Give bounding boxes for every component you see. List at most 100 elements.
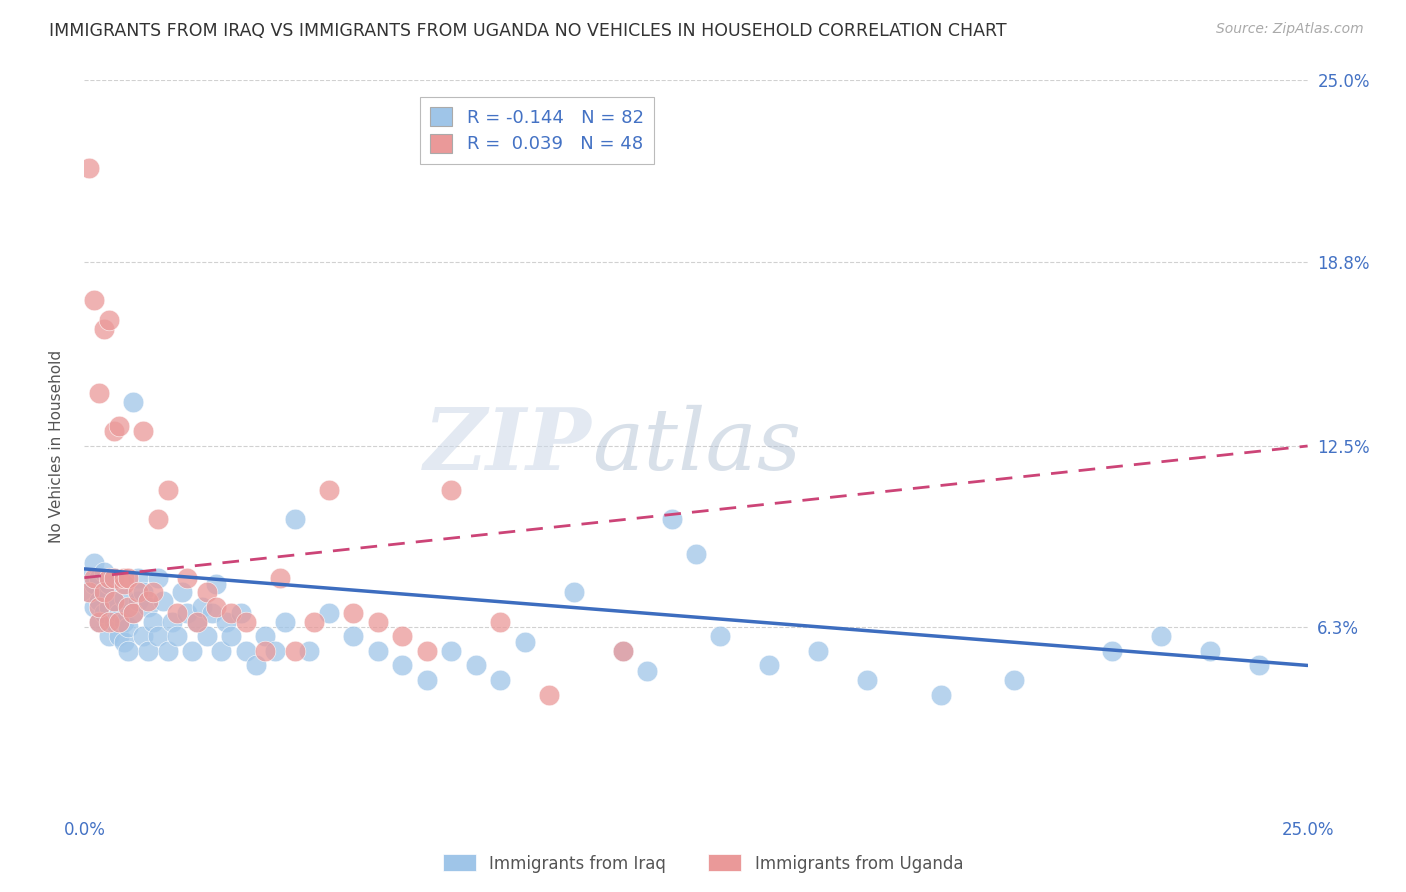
Point	[146, 629, 169, 643]
Text: atlas: atlas	[592, 405, 801, 487]
Point	[176, 571, 198, 585]
Point	[219, 606, 242, 620]
Point	[416, 673, 439, 687]
Point	[172, 585, 194, 599]
Point	[709, 629, 731, 643]
Point	[318, 606, 340, 620]
Point	[298, 644, 321, 658]
Point	[97, 571, 120, 585]
Point	[391, 629, 413, 643]
Point	[1247, 658, 1270, 673]
Point	[122, 606, 145, 620]
Point	[156, 644, 179, 658]
Point	[142, 615, 165, 629]
Point	[97, 313, 120, 327]
Point	[87, 615, 110, 629]
Point	[103, 571, 125, 585]
Point	[661, 512, 683, 526]
Point	[87, 599, 110, 614]
Point	[136, 644, 159, 658]
Point	[93, 606, 115, 620]
Point	[103, 615, 125, 629]
Point	[318, 483, 340, 497]
Point	[176, 606, 198, 620]
Point	[93, 585, 115, 599]
Point	[219, 629, 242, 643]
Point	[127, 571, 149, 585]
Point	[440, 483, 463, 497]
Point	[83, 293, 105, 307]
Point	[181, 644, 204, 658]
Point	[97, 576, 120, 591]
Point	[342, 606, 364, 620]
Point	[83, 556, 105, 570]
Point	[489, 673, 512, 687]
Point	[112, 615, 135, 629]
Point	[87, 571, 110, 585]
Point	[284, 512, 307, 526]
Point	[97, 599, 120, 614]
Point	[685, 547, 707, 561]
Point	[464, 658, 486, 673]
Point	[612, 644, 634, 658]
Point	[136, 594, 159, 608]
Legend: Immigrants from Iraq, Immigrants from Uganda: Immigrants from Iraq, Immigrants from Ug…	[436, 847, 970, 880]
Point	[538, 688, 561, 702]
Point	[83, 571, 105, 585]
Point	[612, 644, 634, 658]
Point	[416, 644, 439, 658]
Point	[93, 585, 115, 599]
Point	[195, 629, 218, 643]
Point	[166, 606, 188, 620]
Point	[186, 615, 208, 629]
Point	[162, 615, 184, 629]
Point	[107, 606, 129, 620]
Point	[1150, 629, 1173, 643]
Point	[856, 673, 879, 687]
Point	[117, 620, 139, 634]
Point	[93, 322, 115, 336]
Point	[367, 615, 389, 629]
Point	[103, 594, 125, 608]
Point	[191, 599, 214, 614]
Point	[929, 688, 952, 702]
Point	[112, 591, 135, 606]
Point	[103, 594, 125, 608]
Y-axis label: No Vehicles in Household: No Vehicles in Household	[49, 350, 63, 542]
Point	[112, 576, 135, 591]
Point	[209, 644, 232, 658]
Point	[489, 615, 512, 629]
Point	[136, 599, 159, 614]
Point	[215, 615, 238, 629]
Point	[87, 386, 110, 401]
Point	[264, 644, 287, 658]
Point	[440, 644, 463, 658]
Point	[807, 644, 830, 658]
Point	[93, 565, 115, 579]
Point	[342, 629, 364, 643]
Point	[97, 629, 120, 643]
Text: Source: ZipAtlas.com: Source: ZipAtlas.com	[1216, 22, 1364, 37]
Point	[112, 571, 135, 585]
Point	[513, 635, 536, 649]
Point	[1198, 644, 1220, 658]
Point	[195, 585, 218, 599]
Point	[254, 629, 277, 643]
Point	[205, 599, 228, 614]
Point	[562, 585, 585, 599]
Point	[391, 658, 413, 673]
Point	[132, 425, 155, 439]
Point	[107, 615, 129, 629]
Point	[284, 644, 307, 658]
Point	[77, 585, 100, 599]
Point	[156, 483, 179, 497]
Point	[77, 571, 100, 585]
Text: IMMIGRANTS FROM IRAQ VS IMMIGRANTS FROM UGANDA NO VEHICLES IN HOUSEHOLD CORRELAT: IMMIGRANTS FROM IRAQ VS IMMIGRANTS FROM …	[49, 22, 1007, 40]
Point	[200, 606, 222, 620]
Point	[146, 571, 169, 585]
Point	[107, 629, 129, 643]
Point	[1101, 644, 1123, 658]
Point	[83, 599, 105, 614]
Point	[636, 665, 658, 679]
Point	[235, 644, 257, 658]
